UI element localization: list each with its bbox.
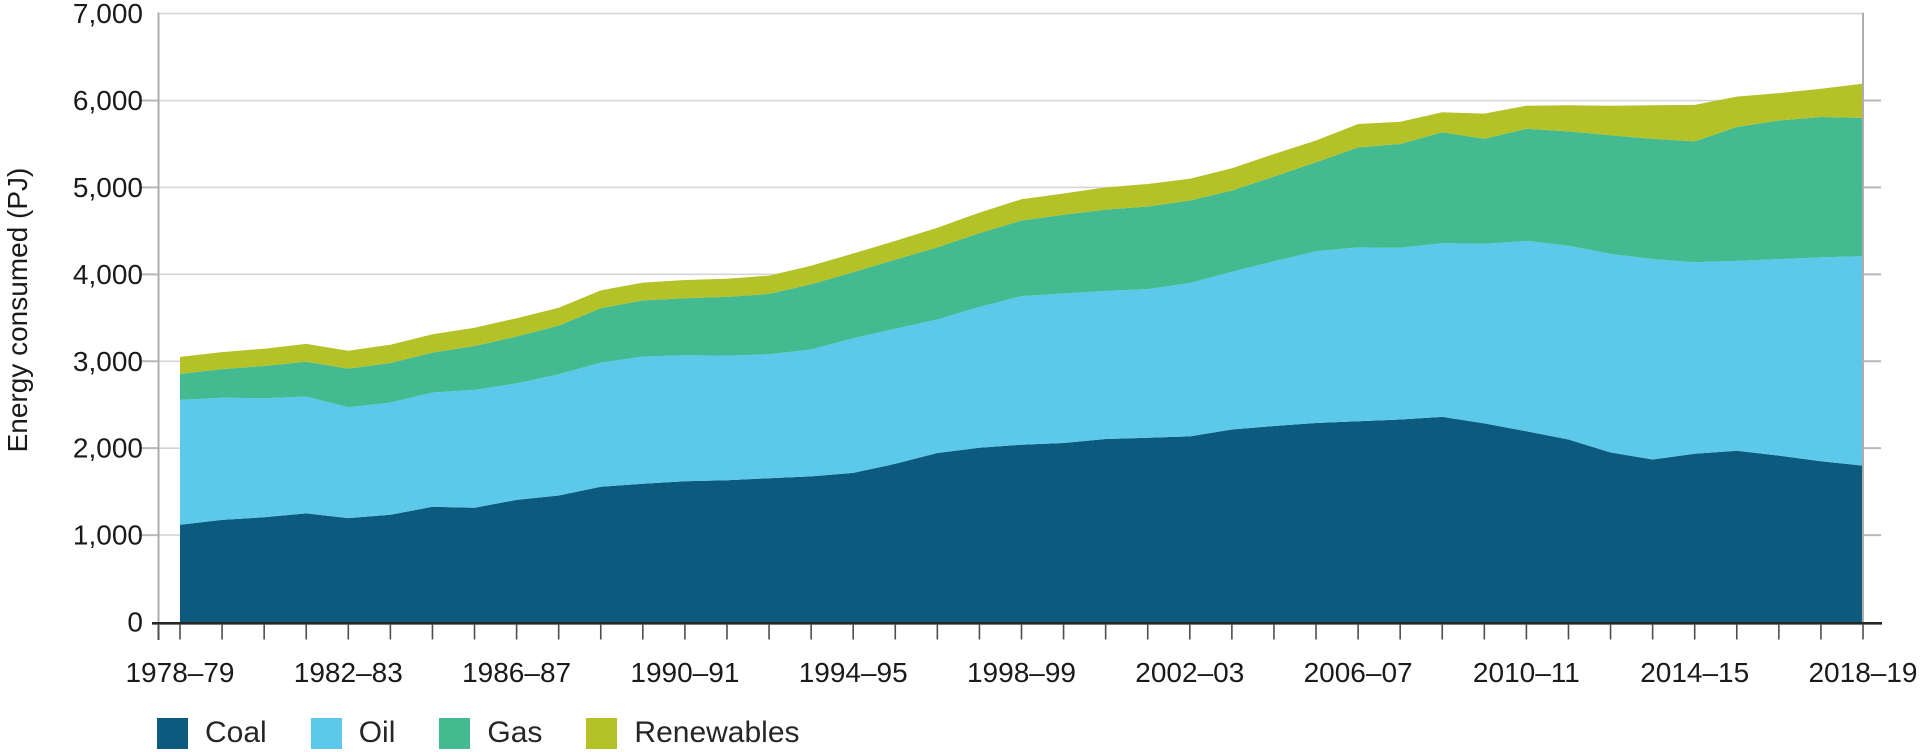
x-axis-tick-label: 2002–03 [1135, 657, 1244, 688]
legend-item-gas: Gas [439, 716, 542, 750]
legend-swatch-oil [310, 717, 342, 749]
legend-label: Renewables [634, 716, 800, 749]
x-axis-tick-label: 2010–11 [1473, 657, 1580, 688]
area-coal [180, 416, 1863, 622]
y-axis-tick-label: 3,000 [73, 346, 143, 377]
y-axis-tick-label: 6,000 [73, 85, 143, 116]
x-axis-tick-label: 1982–83 [294, 657, 403, 688]
x-axis-tick-label: 1978–79 [125, 657, 234, 688]
area-renewables [180, 83, 1863, 374]
x-axis-tick-label: 1994–95 [799, 657, 908, 688]
legend-swatch-coal [157, 717, 188, 749]
legend-label: Coal [205, 716, 267, 749]
x-axis-tick-label: 2018–19 [1808, 657, 1917, 688]
x-axis-tick-label: 1990–91 [630, 657, 739, 688]
x-axis-tick-label: 1998–99 [967, 657, 1076, 688]
y-axis-tick-label: 5,000 [73, 172, 143, 203]
y-axis-tick-label: 4,000 [73, 259, 143, 290]
legend-swatch-gas [439, 717, 471, 749]
area-oil [180, 240, 1863, 525]
legend-item-coal: Coal [157, 716, 267, 750]
area-gas [180, 117, 1863, 408]
y-axis-tick-label: 0 [127, 607, 143, 638]
legend-label: Gas [487, 716, 543, 749]
y-axis-tick-label: 7,000 [73, 0, 143, 29]
chart-legend: Coal Oil Gas Renewables [157, 716, 800, 750]
x-axis-tick-label: 1986–87 [462, 657, 571, 688]
legend-item-renewables: Renewables [586, 716, 800, 750]
legend-label: Oil [358, 716, 396, 749]
y-axis-tick-label: 1,000 [73, 520, 143, 551]
x-axis-tick-label: 2006–07 [1304, 657, 1413, 688]
y-axis-tick-label: 2,000 [73, 433, 143, 464]
legend-swatch-renewables [586, 717, 618, 749]
x-axis-tick-label: 2014–15 [1640, 657, 1749, 688]
legend-item-oil: Oil [310, 716, 396, 750]
